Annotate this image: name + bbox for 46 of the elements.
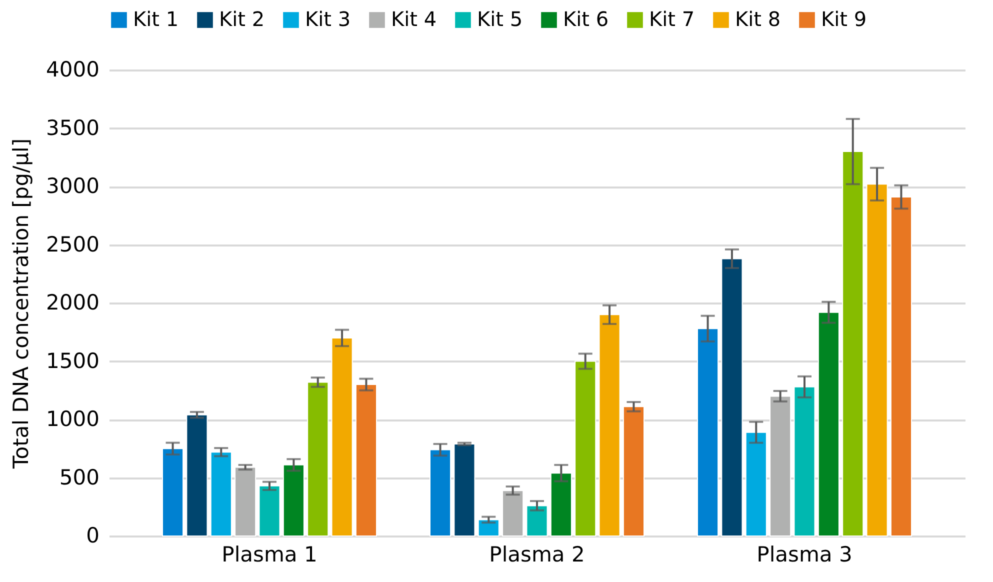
bar: [842, 151, 864, 536]
bar: [697, 328, 719, 536]
bar: [502, 490, 524, 536]
legend-label: Kit 6: [563, 7, 609, 31]
y-tick-label: 4000: [46, 58, 100, 82]
bar: [890, 196, 912, 536]
bar: [162, 448, 184, 536]
y-tick-label: 1000: [46, 407, 100, 431]
bar: [430, 449, 452, 536]
x-tick-label: Plasma 1: [222, 542, 318, 566]
bar: [331, 337, 353, 536]
y-tick-label: 3000: [46, 174, 100, 198]
y-tick-label: 500: [59, 465, 100, 490]
bar: [210, 452, 232, 536]
legend-label: Kit 2: [219, 7, 265, 31]
legend-label: Kit 3: [305, 7, 351, 31]
x-tick-label: Plasma 3: [756, 542, 852, 566]
legend-label: Kit 5: [477, 7, 523, 31]
bar: [454, 443, 476, 536]
bar: [866, 184, 888, 536]
bar: [574, 360, 596, 536]
bar: [622, 406, 644, 536]
bar: [818, 312, 840, 536]
y-tick-label: 0: [86, 524, 100, 548]
y-tick-label: 1500: [46, 348, 100, 373]
bar: [526, 505, 548, 536]
bar: [258, 485, 280, 536]
bar: [282, 464, 304, 536]
legend-label: Kit 4: [391, 7, 437, 31]
legend-label: Kit 7: [649, 7, 695, 31]
bar: [550, 472, 572, 536]
legend-label: Kit 1: [133, 7, 179, 31]
x-tick-label: Plasma 2: [489, 542, 585, 566]
legend-label: Kit 8: [735, 7, 781, 31]
bar: [355, 384, 377, 536]
y-tick-label: 3500: [46, 116, 100, 140]
bar: [794, 386, 816, 536]
bar: [598, 314, 620, 536]
bar: [307, 382, 329, 536]
bar: [721, 258, 743, 536]
legend-label: Kit 9: [821, 7, 867, 31]
bar: [770, 396, 792, 536]
y-axis-title: Total DNA concentration [pg/µl]: [9, 138, 34, 470]
y-tick-label: 2500: [46, 232, 100, 256]
y-tick-label: 2000: [46, 290, 100, 314]
bar: [745, 432, 767, 536]
